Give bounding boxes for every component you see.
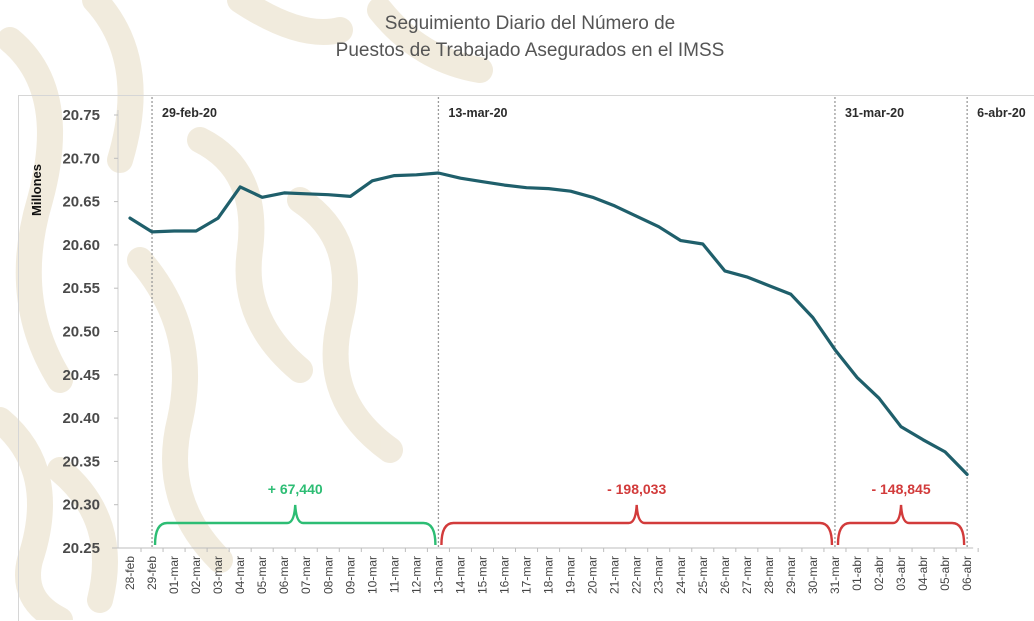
y-tick-label: 20.60 [62, 237, 100, 254]
chart-title: Seguimiento Diario del Número de Puestos… [0, 10, 1034, 64]
x-tick-label: 16-mar [498, 556, 512, 594]
x-tick-label: 08-mar [321, 556, 335, 594]
y-tick-label: 20.50 [62, 324, 100, 341]
plot-frame [18, 95, 1034, 621]
y-tick-label: 20.55 [62, 280, 100, 297]
period-brace [440, 504, 834, 546]
x-tick-label: 18-mar [542, 556, 556, 594]
x-tick-label: 12-mar [409, 556, 423, 594]
x-tick-label: 13-mar [431, 556, 445, 594]
date-marker-lines: 29-feb-20 13-mar-20 31-mar-20 6-abr-20 [151, 97, 1026, 548]
x-tick-label: 07-mar [299, 556, 313, 594]
x-tick-label: 27-mar [740, 556, 754, 594]
chart-title-line2: Puestos de Trabajado Asegurados en el IM… [335, 40, 725, 61]
y-tick-label: 20.65 [62, 194, 100, 211]
y-tick-label: 20.40 [62, 410, 100, 427]
date-marker-label: 13-mar-20 [448, 106, 507, 120]
x-tick-label: 25-mar [696, 556, 710, 594]
x-tick-label: 29-mar [784, 556, 798, 594]
data-series [128, 171, 969, 476]
x-tick-label: 02-mar [189, 556, 203, 594]
y-axis: 20.75 20.70 20.65 20.60 20.55 20.50 20.45 20.40… [62, 107, 119, 557]
y-tick-label: 20.25 [62, 540, 100, 557]
x-tick-label: 09-mar [343, 556, 357, 594]
x-tick-label: 26-mar [718, 556, 732, 594]
x-tick-label: 01-abr [850, 556, 864, 591]
x-tick-label: 11-mar [387, 556, 401, 593]
x-tick-label: 02-abr [872, 556, 886, 591]
period-change-label: - 148,845 [871, 481, 930, 497]
period-brace [153, 504, 437, 546]
x-tick-label: 24-mar [674, 556, 688, 594]
x-tick-label: 03-mar [211, 556, 225, 594]
x-tick-label: 04-abr [916, 556, 930, 591]
x-tick-label: 15-mar [475, 556, 489, 594]
y-tick-label: 20.35 [62, 453, 100, 470]
x-tick-label: 06-mar [277, 556, 291, 594]
y-tick-label: 20.30 [62, 497, 100, 514]
date-marker-label: 31-mar-20 [845, 106, 904, 120]
x-tick-label: 04-mar [233, 556, 247, 594]
x-tick-label: 05-mar [255, 556, 269, 594]
x-axis: 28-feb 29-feb 01-mar 02-mar 03-mar 04-mar 05-m… [112, 547, 979, 594]
x-tick-label: 21-mar [608, 556, 622, 594]
x-tick-label: 30-mar [806, 556, 820, 594]
period-change-annotations: + 67,440 - 198,033 - 148,845 [153, 481, 966, 546]
y-tick-label: 20.75 [62, 107, 100, 124]
x-tick-label: 28-mar [762, 556, 776, 594]
x-tick-label: 05-abr [938, 556, 952, 591]
x-tick-label: 10-mar [365, 556, 379, 594]
x-tick-label: 31-mar [828, 556, 842, 594]
x-tick-label: 14-mar [453, 556, 467, 594]
x-tick-label: 23-mar [652, 556, 666, 594]
x-tick-label: 22-mar [630, 556, 644, 594]
y-axis-title: Millones [29, 164, 44, 216]
series-line [128, 171, 969, 476]
y-tick-label: 20.70 [62, 150, 100, 167]
date-marker-label: 29-feb-20 [162, 106, 217, 120]
x-tick-label: 20-mar [586, 556, 600, 594]
x-tick-label: 28-feb [123, 556, 137, 590]
x-tick-label: 01-mar [167, 556, 181, 594]
x-tick-label: 29-feb [145, 556, 159, 590]
period-change-label: - 198,033 [607, 481, 666, 497]
date-marker-label: 6-abr-20 [977, 106, 1026, 120]
x-tick-label: 06-abr [960, 556, 974, 591]
y-tick-label: 20.45 [62, 367, 100, 384]
x-tick-label: 19-mar [564, 556, 578, 594]
x-tick-label: 17-mar [520, 556, 534, 594]
period-change-label: + 67,440 [268, 481, 323, 497]
period-brace [836, 504, 966, 546]
chart-title-line1: Seguimiento Diario del Número de [384, 13, 676, 34]
x-tick-label: 03-abr [894, 556, 908, 591]
